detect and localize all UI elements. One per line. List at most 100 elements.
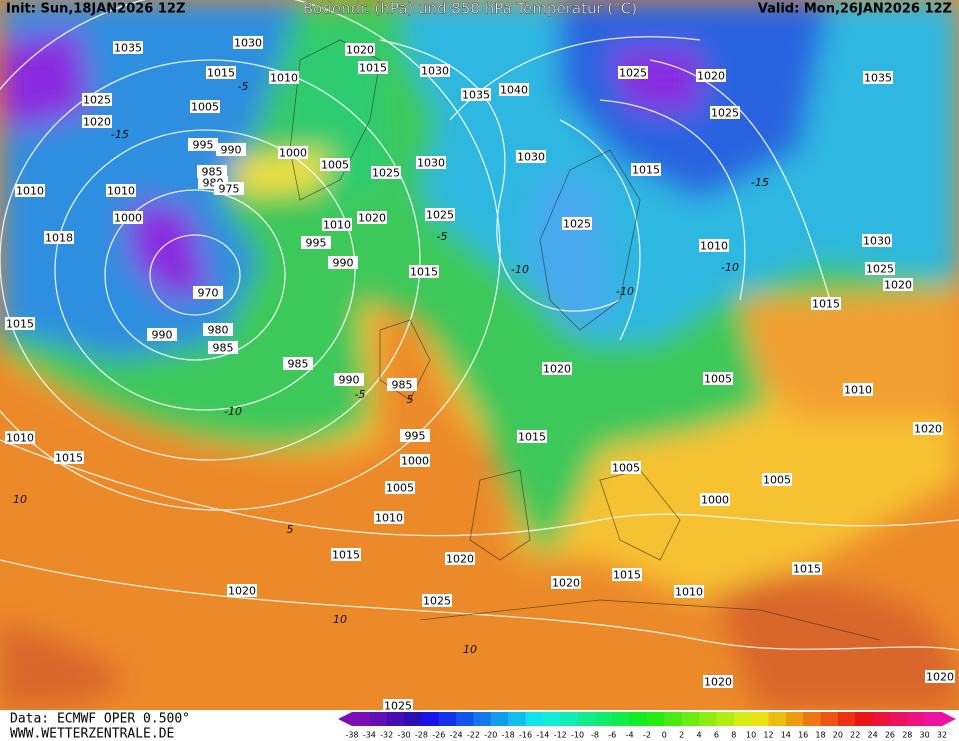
isobar-label-box [387,378,417,391]
color-scale: -38 -34 -32 -30 -28 -26 -24 -22 -20 -18 -16 -14 -12-… [338,712,956,740]
isobar-label-box [913,422,943,435]
scale-swatch [699,712,717,726]
scale-swatch [889,712,908,726]
scale-label: 10 [746,731,756,740]
isobar-label: 1005 [612,462,640,475]
scale-swatch [785,712,804,726]
isobar-label: 985 [392,379,413,392]
scale-swatch [872,712,891,726]
isobar-label-box [674,585,704,598]
isobar-label: 1020 [543,363,571,376]
isobar-label-box [278,146,308,159]
isobar-label: 1015 [359,62,387,75]
scale-label: 2 [679,731,684,740]
isobar-label: 1015 [793,563,821,576]
scale-label: 0 [662,731,667,740]
scale-label: 32 [937,731,947,740]
isobar-label: 995 [193,139,214,152]
scale-label: -24 [450,731,463,740]
isobar-label: 1010 [844,384,872,397]
isobar-label: 995 [306,237,327,250]
scale-label: 8 [731,731,736,740]
isobar-label: 1035 [864,72,892,85]
isobar-label-box [334,373,364,386]
isobar-label-box [618,66,648,79]
isobar-label-box [301,236,331,249]
isobar-label-box [374,511,404,524]
scale-swatch [647,712,665,726]
isobar-label-box [416,156,446,169]
isobar-label-box [409,265,439,278]
scale-label: -4 [626,731,634,740]
isobar-label: 1015 [6,318,34,331]
isobar-label: 1035 [114,42,142,55]
temperature-label: -15 [111,128,129,141]
isobar-label: 990 [221,144,242,157]
site-url: WWW.WETTERZENTRALE.DE [10,727,174,741]
scale-label: -10 [571,731,584,740]
isobar-label: 995 [405,430,426,443]
isobar-label: 1025 [711,107,739,120]
scale-swatch [404,712,422,726]
scale-label: -38 [345,731,358,740]
isobar-label: 1005 [704,373,732,386]
temperature-field [0,0,959,710]
isobar-labels: 1035 1030 1020 1015 1030 1035 1040 1025 1020 1035… [5,36,955,713]
scale-swatch [751,712,769,726]
temperature-label: -15 [751,176,769,189]
isobar-label-box [147,328,177,341]
isobar-label: 1000 [701,494,729,507]
isobar-label-box [696,69,726,82]
scale-label: 6 [714,731,719,740]
isobar-label: 990 [152,329,173,342]
isobar-label-box [516,150,546,163]
isobar-label-box [383,699,413,712]
map-title: Bodendr. (hPa) und 850 hPa Temperatur (°… [303,0,637,18]
isobar-label: 1010 [270,72,298,85]
isobar-lines [0,0,959,651]
scale-swatch [716,712,735,726]
isobar-label-box [631,163,661,176]
isobar-label: 1020 [83,116,111,129]
scale-label: 14 [781,731,791,740]
scale-swatch [733,712,752,726]
scale-swatch [837,712,856,726]
temperature-label: -10 [224,405,242,418]
isobar-label-box [562,217,592,230]
isobar-label: 990 [339,374,360,387]
scale-swatch [438,712,457,726]
isobar-label-box [208,341,238,354]
isobar-label-box [703,372,733,385]
temperature-label: -10 [511,263,529,276]
isobar-label: 1025 [866,263,894,276]
scale-label: 30 [920,731,930,740]
isobar-label: 1025 [384,700,412,713]
isobar-label: 1018 [45,232,73,245]
data-source: Data: ECMWF OPER 0.500° [10,712,190,727]
init-time: Init: Sun,18JAN2026 12Z [6,2,185,17]
scale-label: -26 [432,731,445,740]
isobar-label-box [320,158,350,171]
temperature-label: -10 [721,261,739,274]
isobar-label-box [445,552,475,565]
isobar-label: 975 [219,183,240,196]
isobar-label: 1015 [812,298,840,311]
scale-label: 22 [850,731,860,740]
temperature-label: 5 [407,393,414,406]
isobar-label-box [197,165,227,178]
scale-arrow-high [942,712,956,726]
isobar-label: 1015 [632,164,660,177]
isobar-label-box [283,357,313,370]
isobar-label-box [214,182,244,195]
isobar-label-box [612,568,642,581]
scale-label: -12 [554,731,567,740]
isobar-label-box [700,493,730,506]
isobar-label-box [82,115,112,128]
isobar-label: 985 [202,166,223,179]
isobar-label: 1015 [207,67,235,80]
scale-swatch [577,712,596,726]
isobar-label-box [203,323,233,336]
isobar-label: 970 [198,287,219,300]
scale-label: -6 [608,731,616,740]
